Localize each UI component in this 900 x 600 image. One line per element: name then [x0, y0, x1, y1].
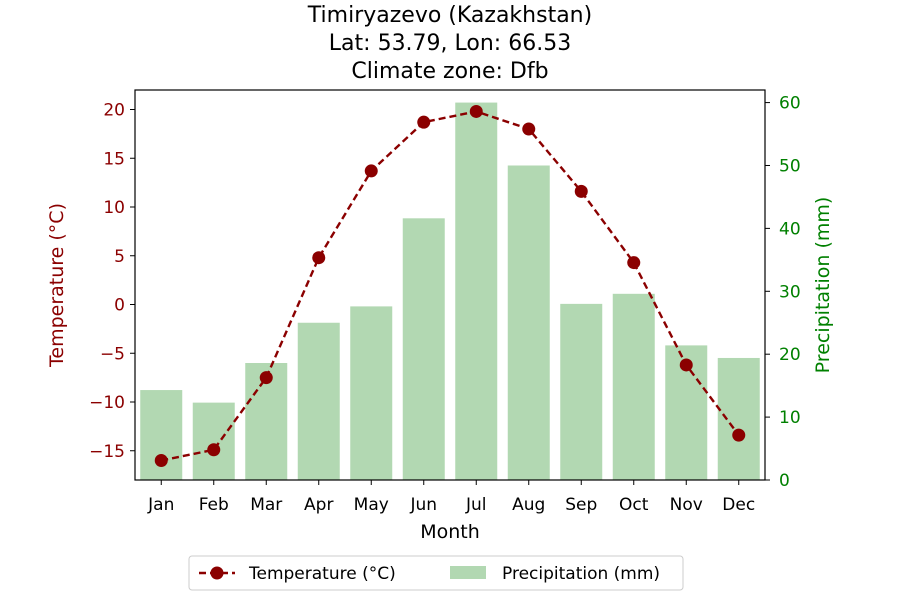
x-tick-label: Nov [670, 495, 703, 515]
x-tick-label: Aug [512, 495, 545, 515]
x-tick-label: Feb [199, 495, 229, 515]
right-tick-label: 50 [779, 156, 801, 176]
temperature-point-feb [207, 443, 221, 457]
right-tick-label: 60 [779, 94, 801, 114]
temperature-point-aug [522, 122, 536, 136]
precipitation-bar-jun [402, 218, 445, 481]
left-tick-label: −5 [100, 344, 125, 364]
x-axis-ticks: Jan Feb Mar Apr May Jun Jul Aug Sep Oct Nov Dec [147, 480, 755, 515]
legend-temperature-label: Temperature (°C) [248, 564, 396, 584]
right-axis-ticks: 0 10 20 30 40 50 60 [765, 94, 801, 491]
x-tick-label: Jul [465, 495, 487, 515]
x-tick-label: Jun [409, 495, 437, 515]
plot-frame [134, 89, 766, 481]
x-tick-label: Apr [304, 495, 333, 515]
left-tick-label: 10 [103, 198, 125, 218]
left-tick-label: −15 [89, 442, 125, 462]
left-axis-label: Temperature (°C) [46, 203, 68, 368]
precipitation-bar-jul [455, 102, 498, 481]
precipitation-bar-dec [717, 357, 760, 480]
precipitation-bar-oct [612, 293, 655, 480]
temperature-point-apr [312, 251, 326, 265]
precipitation-bar-aug [507, 165, 550, 480]
temperature-point-jan [154, 454, 168, 467]
left-tick-label: 20 [103, 101, 125, 121]
right-tick-label: 0 [779, 471, 790, 491]
right-tick-label: 40 [779, 219, 801, 239]
x-axis-label: Month [420, 521, 480, 543]
legend: Temperature (°C) Precipitation (mm) [188, 555, 684, 591]
chart-title-line-3: Climate zone: Dfb [351, 59, 548, 84]
x-tick-label: Sep [565, 495, 597, 515]
x-tick-label: Mar [250, 495, 282, 515]
chart-title-line-2: Lat: 53.79, Lon: 66.53 [329, 31, 571, 56]
temperature-point-mar [259, 371, 273, 385]
right-axis-label: Precipitation (mm) [812, 197, 834, 374]
legend-precipitation-swatch [450, 566, 486, 579]
temperature-point-sep [574, 184, 588, 198]
temperature-point-jun [417, 115, 431, 129]
temperature-line [161, 110, 740, 462]
temperature-point-may [364, 164, 378, 178]
left-tick-label: 0 [114, 296, 125, 316]
left-tick-label: 5 [114, 247, 125, 267]
x-tick-label: Oct [619, 495, 649, 515]
x-tick-label: Dec [722, 495, 755, 515]
precipitation-bar-may [350, 306, 393, 480]
temperature-point-oct [627, 256, 641, 270]
left-axis-ticks: −15 −10 −5 0 5 10 15 20 [89, 101, 135, 462]
right-tick-label: 30 [779, 282, 801, 302]
chart-title-line-1: Timiryazevo (Kazakhstan) [307, 3, 592, 28]
legend-temperature-marker [210, 566, 224, 580]
left-tick-label: 15 [103, 149, 125, 169]
temperature-series [154, 104, 746, 467]
precipitation-bars [140, 102, 760, 481]
legend-box [188, 555, 684, 591]
x-tick-label: May [354, 495, 389, 515]
legend-precipitation-label: Precipitation (mm) [502, 564, 660, 584]
temperature-point-nov [679, 358, 693, 372]
temperature-point-jul [469, 104, 483, 118]
precipitation-bar-apr [297, 322, 340, 480]
left-tick-label: −10 [89, 393, 125, 413]
right-tick-label: 10 [779, 408, 801, 428]
precipitation-bar-feb [192, 402, 235, 480]
precipitation-bar-sep [560, 303, 603, 480]
right-tick-label: 20 [779, 345, 801, 365]
x-tick-label: Jan [147, 495, 174, 515]
temperature-point-dec [732, 428, 746, 442]
